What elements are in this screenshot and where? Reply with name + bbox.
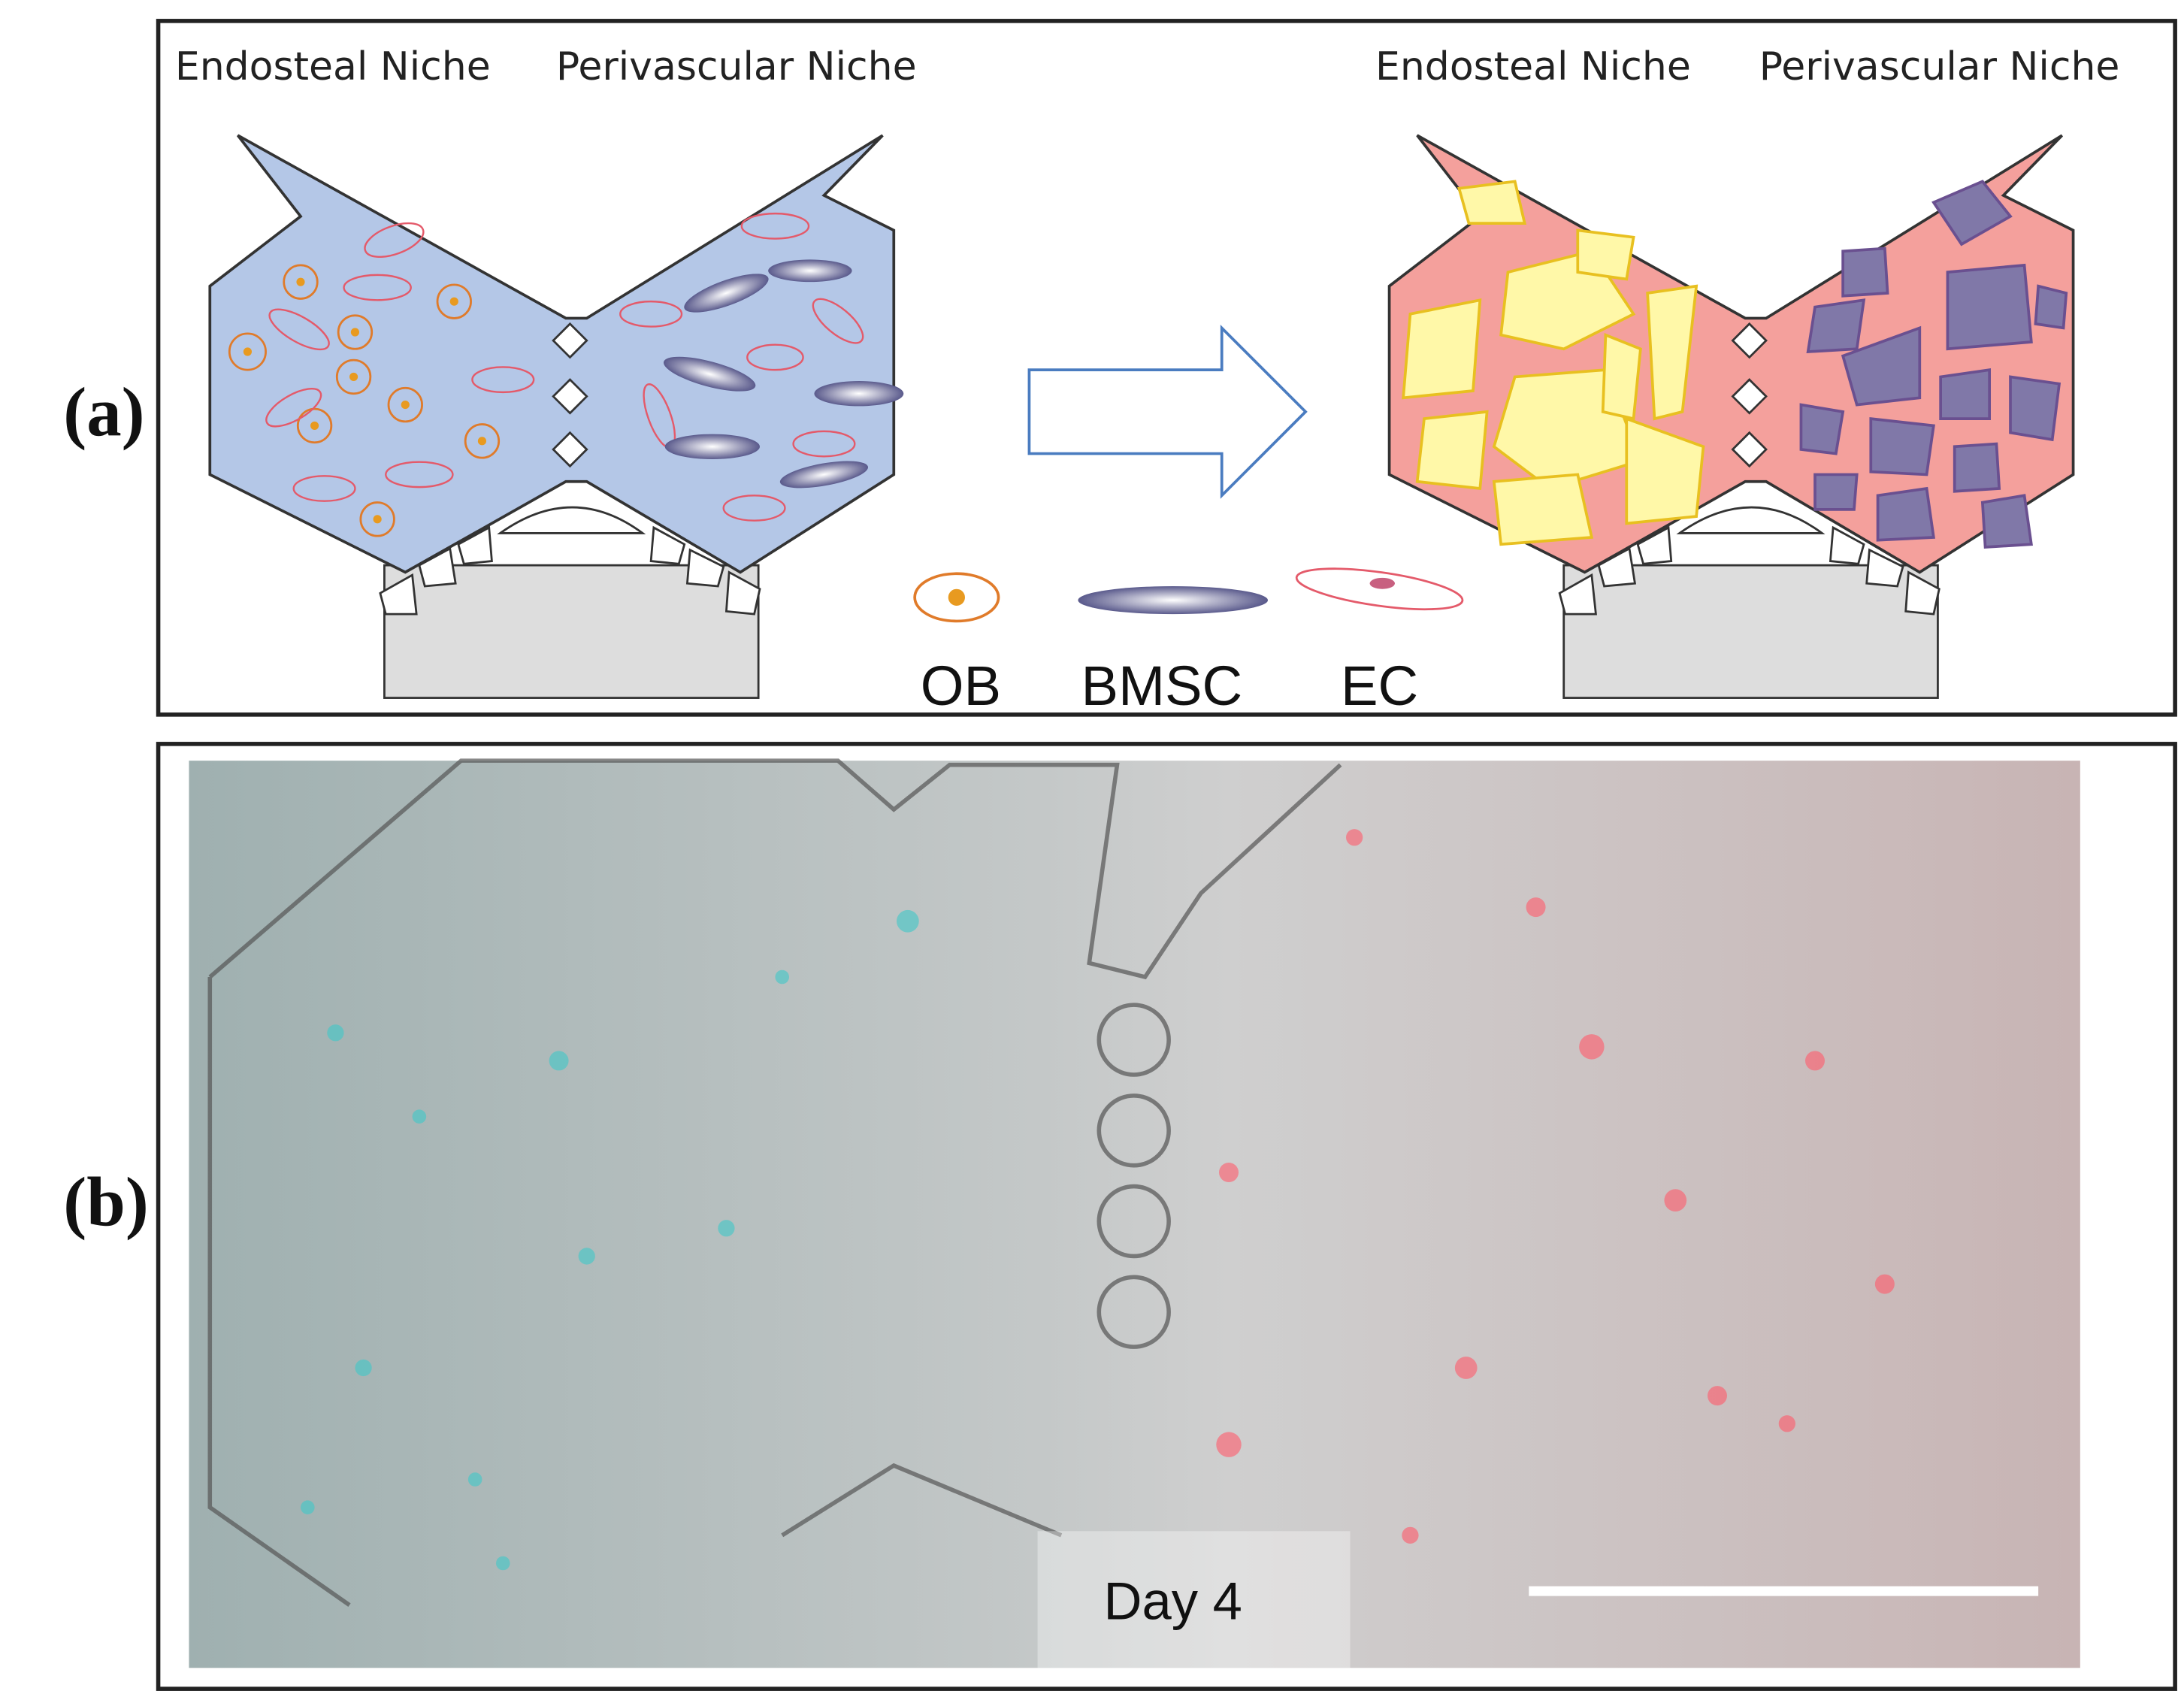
panel-label: (a) bbox=[63, 374, 144, 451]
panel-label: (b) bbox=[63, 1164, 148, 1242]
niche-label: Endosteal Niche bbox=[1375, 44, 1691, 89]
niche-label: Endosteal Niche bbox=[175, 44, 491, 89]
legend: OB BMSC EC bbox=[913, 567, 1464, 717]
timepoint-label: Day 4 bbox=[1104, 1571, 1242, 1630]
arrow bbox=[1027, 324, 1308, 499]
micrograph: Day 4 bbox=[189, 758, 2080, 1668]
legend-label: EC bbox=[1341, 655, 1418, 717]
legend-label: BMSC bbox=[1081, 655, 1243, 717]
cells-before bbox=[228, 212, 904, 537]
legend-label: OB bbox=[921, 655, 1001, 717]
tissue-after bbox=[1402, 180, 2068, 549]
niche-label: Perivascular Niche bbox=[556, 44, 917, 89]
niche-label: Perivascular Niche bbox=[1759, 44, 2120, 89]
